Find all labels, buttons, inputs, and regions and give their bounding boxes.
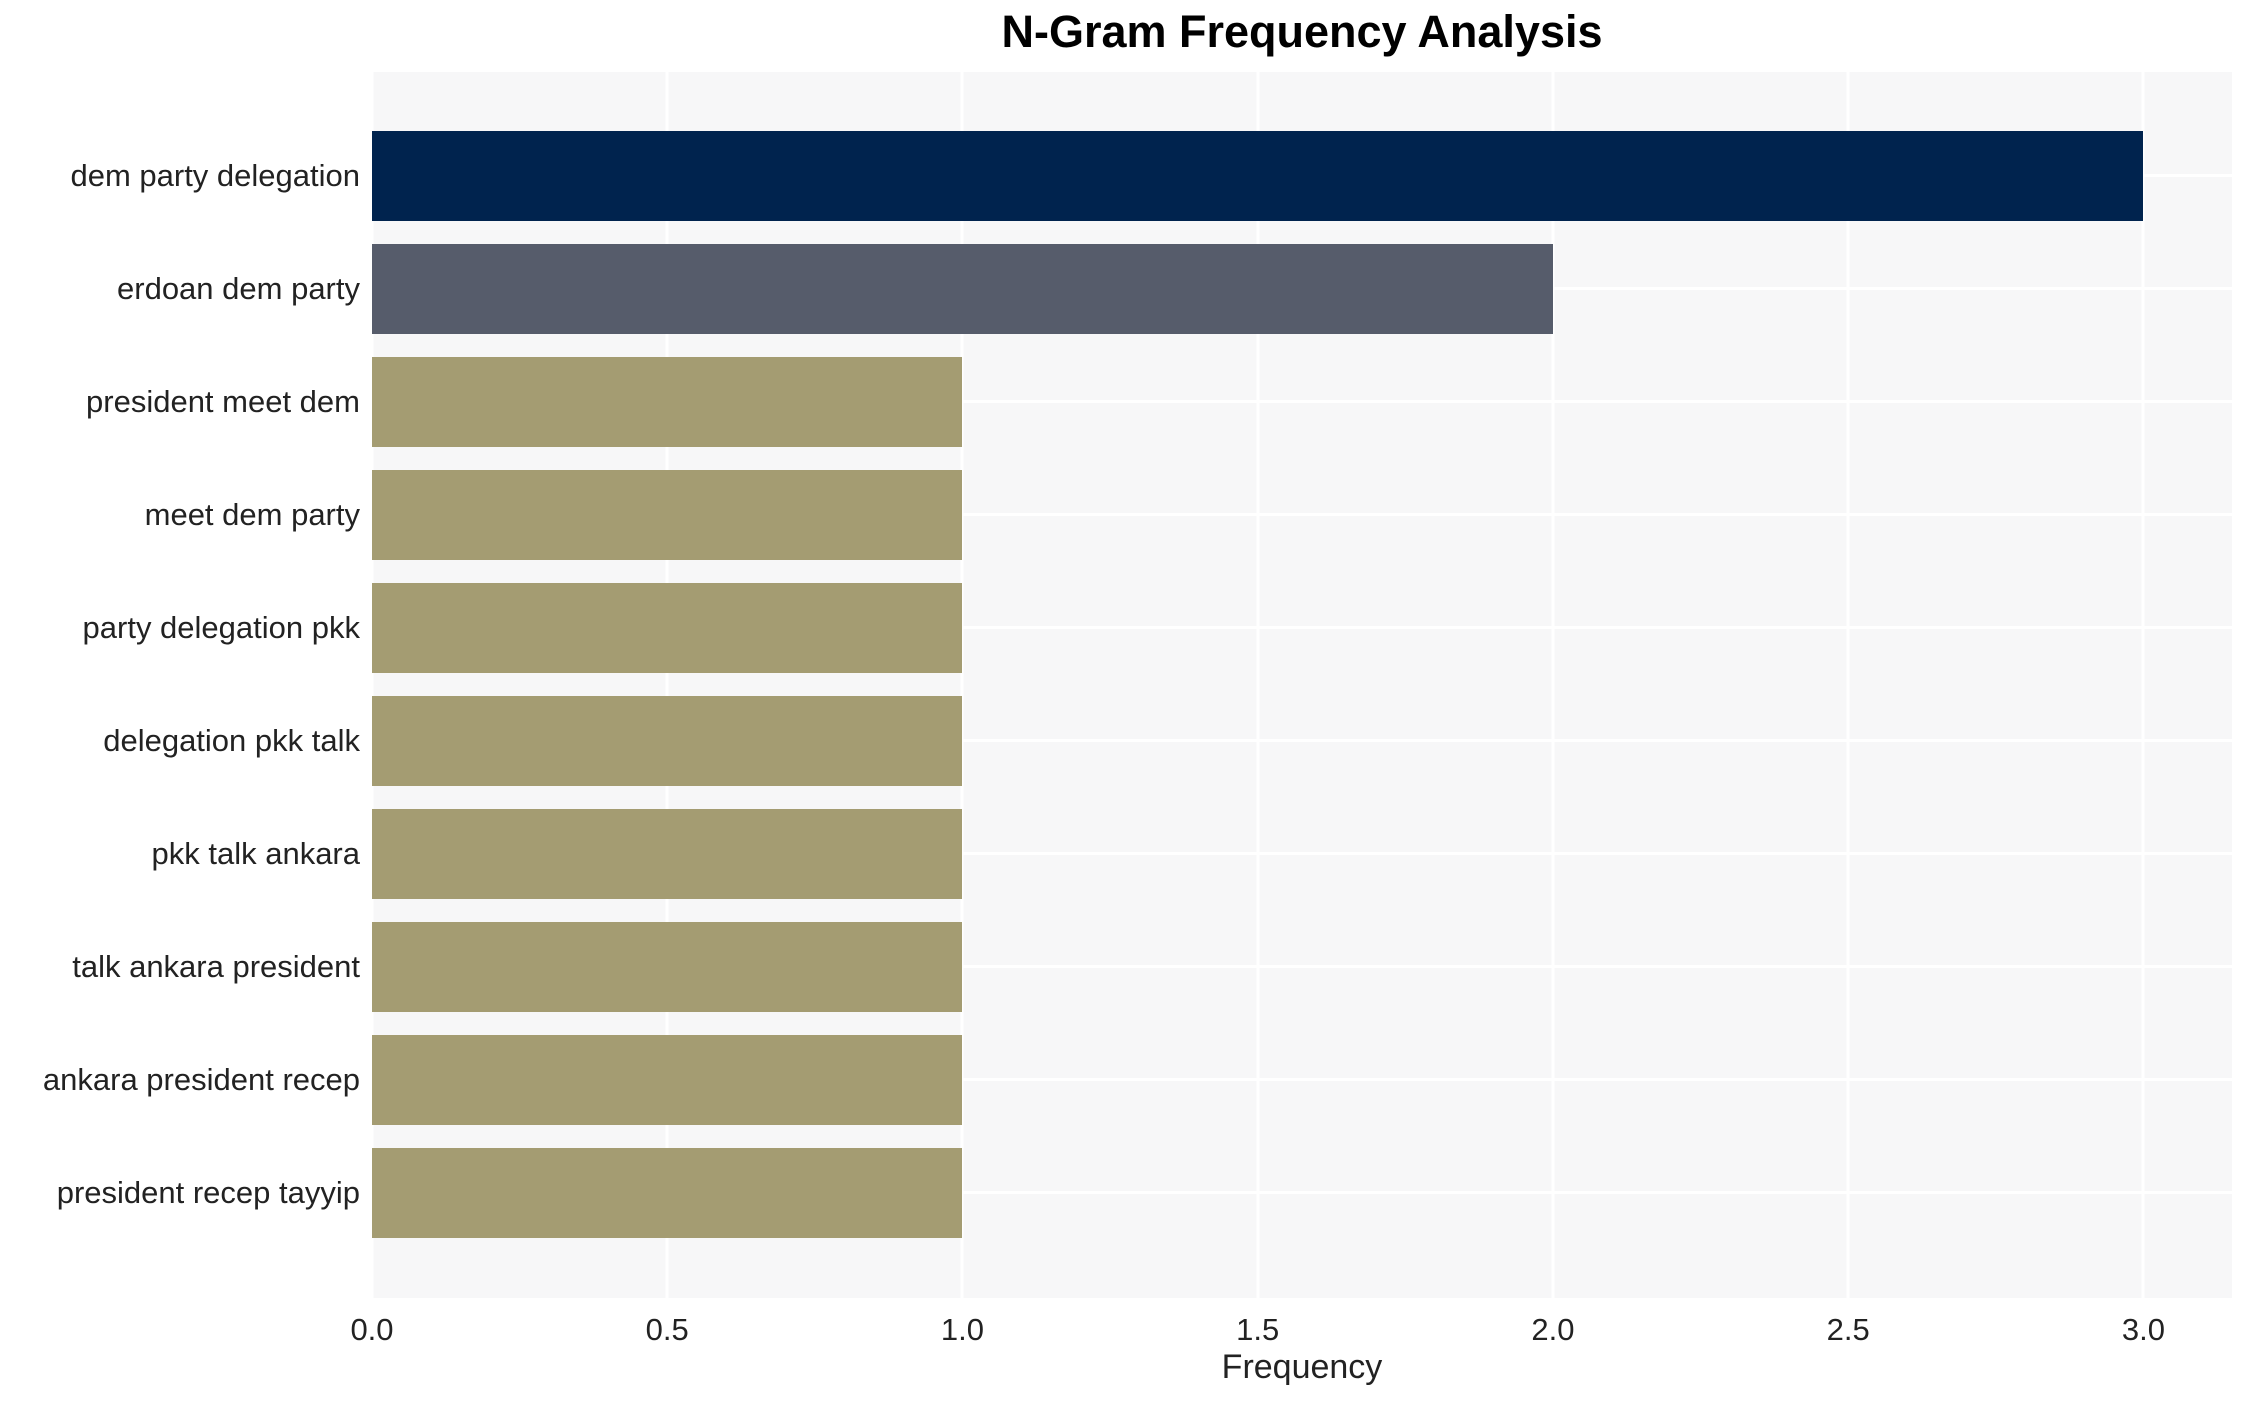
vertical-gridline [1551,72,1555,1298]
chart-row: meet dem party [145,458,2232,571]
y-axis-label: delegation pkk talk [103,722,360,758]
x-axis-tick-label: 2.0 [1531,1312,1575,1347]
horizontal-gridline [372,852,2232,855]
chart-row: ankara president recep [43,1023,2232,1136]
vertical-gridline [960,72,964,1298]
chart-row: delegation pkk talk [103,684,2232,797]
x-axis-tick-label: 3.0 [2121,1312,2165,1347]
vertical-gridline [1256,72,1260,1298]
bar [372,921,963,1012]
y-axis-label: president meet dem [86,383,360,419]
y-axis-label: party delegation pkk [82,609,360,645]
vertical-gridline [1846,72,1850,1298]
bar-rows: dem party delegation erdoan dem party pres… [43,72,2232,1298]
horizontal-gridline [372,965,2232,968]
x-axis-title: Frequency [1221,1348,1383,1386]
plot-area: dem party delegation erdoan dem party pres… [43,72,2232,1298]
x-axis-tick-label: 2.5 [1826,1312,1870,1347]
y-axis-label: president recep tayyip [56,1174,360,1210]
chart-row: president recep tayyip [57,1136,2232,1249]
y-axis-label: pkk talk ankara [151,835,361,871]
vertical-gridline [665,72,669,1298]
x-axis-tick-label: 1.0 [940,1312,985,1347]
vertical-gridline [370,72,374,1298]
chart-row: pkk talk ankara [152,797,2232,910]
x-axis-tick-label: 0.0 [350,1312,394,1347]
bar [372,469,963,560]
horizontal-gridline [372,513,2232,516]
bar [372,243,1553,334]
chart-row: dem party delegation [70,119,2232,232]
bar [372,808,963,899]
y-axis-label: talk ankara president [72,948,360,984]
chart-title: N-Gram Frequency Analysis [1001,6,1603,57]
horizontal-gridline [372,1078,2232,1081]
y-axis-label: dem party delegation [70,157,360,193]
bar [372,1147,963,1238]
y-axis-label: ankara president recep [42,1061,360,1097]
bar [372,582,963,673]
vertical-gridline [2141,72,2145,1298]
x-axis-tick-label: 1.5 [1236,1312,1280,1347]
x-axis-tick-label: 0.5 [645,1312,689,1347]
horizontal-gridline [372,739,2232,742]
bar [372,1034,963,1125]
y-axis-label: meet dem party [144,496,360,532]
chart-row: erdoan dem party [117,232,2232,345]
chart-row: president meet dem [86,345,2232,458]
horizontal-gridline [372,626,2232,629]
x-axis-ticks: 0.0 0.5 1.0 1.5 2.0 2.5 3.0 [350,1312,2232,1350]
bar [372,356,963,447]
chart-row: talk ankara president [72,910,2232,1023]
horizontal-gridline [372,1191,2232,1194]
chart-row: party delegation pkk [83,571,2232,684]
bar [372,695,963,786]
y-axis-label: erdoan dem party [117,270,360,306]
horizontal-gridline [372,400,2232,403]
bar [372,130,2144,221]
